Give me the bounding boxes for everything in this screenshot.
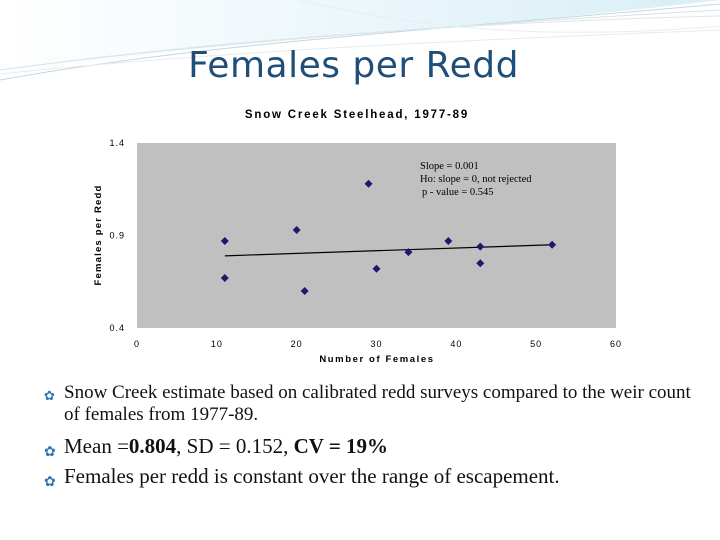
x-tick-label: 30	[370, 339, 382, 349]
x-tick-label: 0	[134, 339, 140, 349]
x-tick-label: 60	[610, 339, 622, 349]
bullet-icon: ✿	[44, 474, 56, 490]
y-tick-label: 0.4	[109, 323, 125, 333]
y-axis-label: Females per Redd	[93, 184, 104, 285]
bullet-text-constant: Females per redd is constant over the ra…	[64, 464, 560, 488]
data-point	[476, 242, 485, 251]
data-point	[548, 240, 557, 249]
bullet-list: ✿ Snow Creek estimate based on calibrate…	[44, 382, 704, 492]
slide-background-decoration	[0, 0, 720, 81]
chart-title: Snow Creek Steelhead, 1977-89	[245, 109, 469, 121]
data-points	[220, 179, 557, 295]
y-tick-label: 0.9	[109, 231, 125, 241]
bullet-item: ✿ Females per redd is constant over the …	[44, 462, 704, 490]
x-tick-label: 10	[211, 339, 223, 349]
data-point	[220, 237, 229, 246]
bullet-icon: ✿	[44, 389, 55, 404]
bullet-icon: ✿	[44, 444, 56, 460]
data-point	[300, 287, 309, 295]
x-tick-label: 20	[291, 339, 303, 349]
data-point	[292, 225, 301, 234]
bullet-text-estimate: Snow Creek estimate based on calibrated …	[64, 382, 691, 425]
data-point	[220, 274, 229, 283]
bullet-item: ✿ Snow Creek estimate based on calibrate…	[44, 382, 704, 426]
annotation-slope: Slope = 0.001	[420, 161, 479, 172]
y-tick-label: 1.4	[109, 138, 125, 148]
data-point	[404, 248, 413, 257]
bullet-cv-text: CV = 19%	[293, 434, 389, 458]
stats-annotation: Slope = 0.001 Ho: slope = 0, not rejecte…	[420, 161, 532, 198]
scatter-chart: Snow Creek Steelhead, 1977-89 0.4 0.9 1.4 …	[82, 98, 632, 370]
data-point	[372, 264, 381, 273]
trend-line	[224, 244, 553, 257]
bullet-item: ✿ Mean =0.804, SD = 0.152, CV = 19%	[44, 432, 704, 460]
bullet-mean-prefix: Mean =	[64, 434, 129, 458]
x-tick-label: 40	[450, 339, 462, 349]
data-point	[364, 179, 373, 188]
slide-title: Females per Redd	[188, 45, 519, 86]
chart-svg: Snow Creek Steelhead, 1977-89 0.40.91.4 …	[93, 109, 622, 365]
x-tick-label: 50	[530, 339, 542, 349]
bullet-mean-value: 0.804	[128, 434, 177, 458]
annotation-hypothesis: Ho: slope = 0, not rejected	[420, 174, 532, 185]
bullet-sd-text: , SD = 0.152,	[176, 434, 294, 458]
y-axis: 0.4 0.9 1.4	[109, 138, 125, 333]
x-axis-label: Number of Females	[319, 354, 434, 365]
annotation-pvalue: p - value = 0.545	[422, 187, 494, 198]
plot-area	[137, 143, 616, 328]
x-axis: 0 10 20 30 40 50 60	[134, 339, 622, 349]
data-point	[444, 237, 453, 246]
data-point	[476, 259, 485, 268]
